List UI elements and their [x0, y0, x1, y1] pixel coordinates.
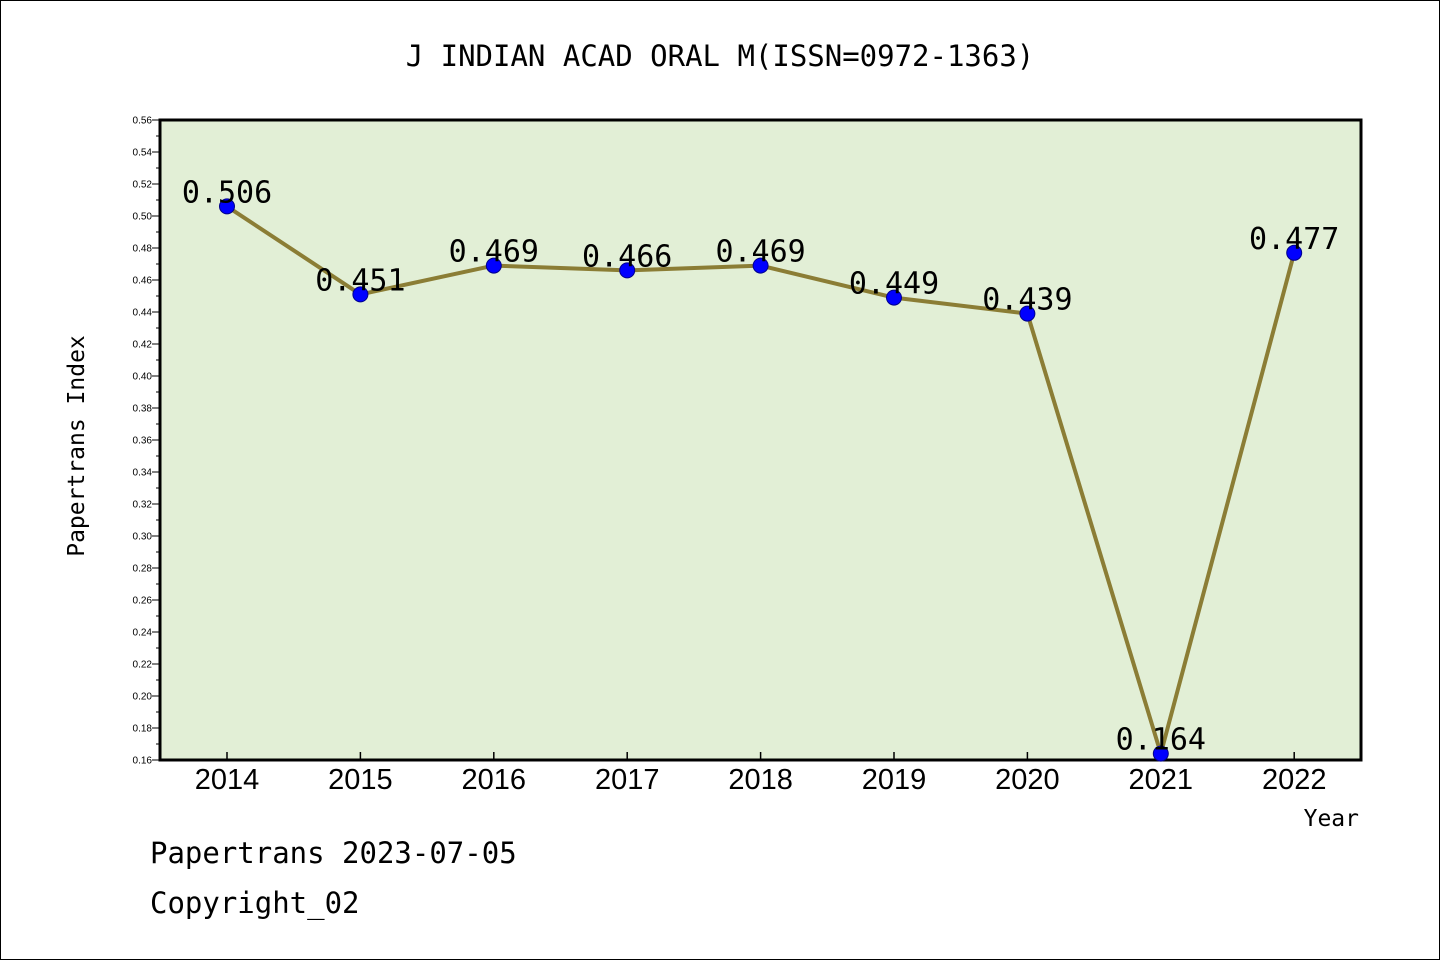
- x-tick-label: 2019: [862, 764, 927, 796]
- x-tick-label: 2014: [195, 764, 260, 796]
- y-tick-label: 0.32: [133, 500, 153, 511]
- x-tick-label: 2021: [1129, 764, 1194, 796]
- data-point: [1152, 745, 1169, 762]
- data-point: [619, 262, 636, 279]
- x-tick-label: 2017: [595, 764, 660, 796]
- y-tick-label: 0.42: [133, 340, 153, 351]
- y-tick-label: 0.52: [133, 180, 153, 191]
- data-point: [1019, 305, 1036, 322]
- x-axis: 2014 2015 2016 2017 2018 2019 2020 2021 2022: [195, 752, 1327, 796]
- y-tick-label: 0.28: [133, 564, 153, 575]
- y-tick-label: 0.46: [133, 276, 153, 287]
- y-tick-label: 0.36: [133, 436, 153, 447]
- x-axis-label: Year: [1304, 806, 1359, 832]
- x-tick-label: 2022: [1262, 764, 1327, 796]
- y-tick-label: 0.16: [133, 756, 153, 767]
- x-tick-label: 2020: [995, 764, 1060, 796]
- data-label: 0.469: [715, 235, 805, 270]
- y-tick-label: 0.56: [133, 116, 153, 127]
- footer-date-line: Papertrans 2023-07-05: [150, 836, 517, 870]
- y-tick-label: 0.40: [133, 372, 153, 383]
- data-point: [752, 257, 769, 274]
- x-tick-label: 2015: [328, 764, 393, 796]
- data-point: [352, 286, 369, 303]
- data-label: 0.449: [849, 267, 939, 302]
- y-axis-label: Papertrans Index: [64, 335, 90, 557]
- plot-area: [158, 118, 1363, 762]
- data-point: [485, 257, 502, 274]
- x-tick-label: 2016: [462, 764, 527, 796]
- y-tick-label: 0.18: [133, 724, 153, 735]
- y-axis: 0.16 0.18 0.20 0.22 0.24 0.26 0.28 0.30 0.32 0.34…: [133, 116, 160, 767]
- y-tick-label: 0.44: [133, 308, 153, 319]
- y-tick-label: 0.22: [133, 660, 153, 671]
- x-tick-label: 2018: [728, 764, 793, 796]
- data-label: 0.469: [449, 235, 539, 270]
- data-point: [1286, 244, 1303, 261]
- chart-title: J INDIAN ACAD ORAL M(ISSN=0972-1363): [406, 39, 1035, 73]
- y-tick-label: 0.20: [133, 692, 153, 703]
- data-label: 0.506: [182, 175, 272, 210]
- data-label-group: 0.506 0.451 0.469 0.466 0.469 0.449 0.439 0.164…: [182, 175, 1340, 757]
- data-label: 0.164: [1116, 723, 1206, 758]
- y-tick-label: 0.24: [133, 628, 153, 639]
- data-point: [886, 289, 902, 306]
- data-label: 0.451: [315, 263, 405, 298]
- y-tick-label: 0.38: [133, 404, 153, 415]
- footer-copyright: Copyright_02: [150, 886, 360, 920]
- y-tick-label: 0.34: [133, 468, 153, 479]
- y-tick-label: 0.48: [133, 244, 153, 255]
- y-tick-label: 0.30: [133, 532, 153, 543]
- y-tick-label: 0.50: [133, 212, 153, 223]
- series-line-group: [219, 198, 1303, 762]
- data-label: 0.477: [1249, 222, 1339, 257]
- y-tick-label: 0.26: [133, 596, 153, 607]
- y-tick-label: 0.54: [133, 148, 153, 159]
- data-label: 0.439: [982, 283, 1072, 318]
- data-point: [219, 198, 235, 215]
- data-label: 0.466: [582, 239, 672, 274]
